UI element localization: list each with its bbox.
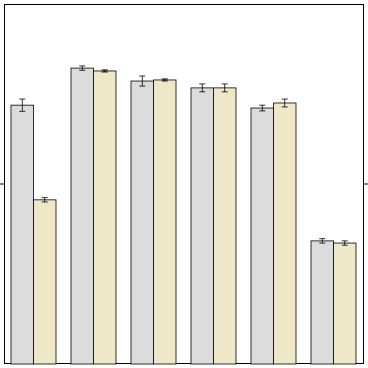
bar: [310, 240, 334, 365]
error-bar: [41, 197, 48, 203]
bar: [273, 102, 297, 365]
error-bar: [221, 83, 228, 93]
error-bar: [281, 98, 288, 108]
error-bar: [161, 78, 168, 82]
error-bar: [199, 83, 206, 93]
bar: [70, 67, 94, 365]
error-bar: [341, 240, 348, 246]
error-bar: [19, 98, 26, 112]
bar: [10, 104, 34, 365]
bar: [153, 79, 177, 365]
bar: [130, 80, 154, 365]
error-bar: [101, 69, 108, 73]
error-bar: [79, 65, 86, 71]
bar: [213, 87, 237, 365]
bar: [250, 107, 274, 365]
bar: [33, 199, 57, 365]
error-bar: [139, 75, 146, 87]
plot-frame: [4, 4, 364, 364]
error-bar: [259, 104, 266, 112]
error-bar: [319, 238, 326, 244]
bar: [93, 70, 117, 365]
bar: [190, 87, 214, 365]
bar: [333, 242, 357, 365]
